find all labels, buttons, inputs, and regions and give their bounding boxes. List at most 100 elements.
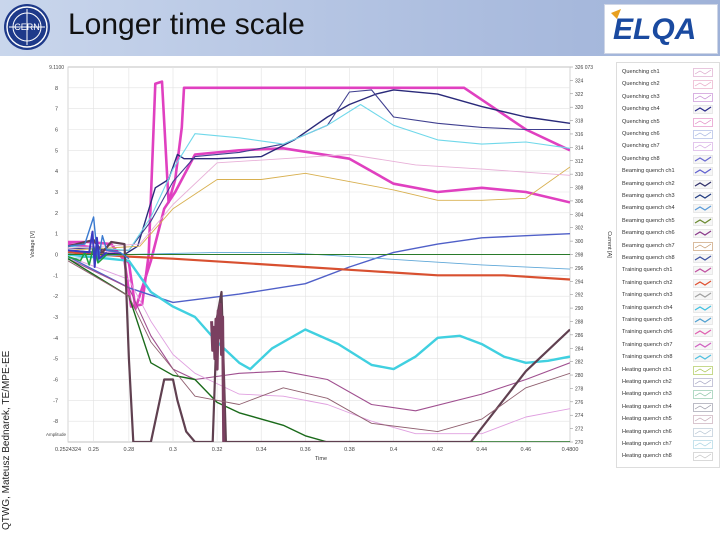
series-line-5 bbox=[68, 103, 570, 251]
legend-entry: Quenching ch1 bbox=[617, 67, 717, 78]
y2-tick-label: 278 bbox=[575, 386, 584, 392]
legend-label: Quenching ch6 bbox=[622, 131, 660, 137]
legend-label: Beaming quench ch5 bbox=[622, 217, 675, 224]
y2-tick-label: 286 bbox=[575, 333, 584, 339]
x-tick-label: 0.3 bbox=[169, 447, 177, 453]
legend-entry: Training quench ch3 bbox=[617, 290, 717, 301]
legend-swatch bbox=[693, 340, 713, 350]
legend-swatch bbox=[693, 266, 713, 276]
y2-tick-label: 326 073 bbox=[575, 65, 593, 71]
legend-swatch bbox=[693, 353, 713, 362]
y-tick-label: 0 bbox=[55, 253, 58, 259]
legend-entry: Beaming quench ch5 bbox=[617, 216, 717, 227]
y2-tick-label: 280 bbox=[575, 373, 584, 379]
legend-label: Quenching ch8 bbox=[622, 155, 660, 162]
legend-swatch bbox=[693, 328, 713, 338]
legend-swatch bbox=[693, 402, 713, 412]
legend-swatch bbox=[693, 365, 713, 375]
y2-tick-label: 318 bbox=[575, 119, 584, 125]
legend-label: Training quench ch1 bbox=[622, 267, 673, 274]
legend-entry: Quenching ch7 bbox=[617, 141, 717, 152]
y-tick-label: 1 bbox=[55, 232, 58, 238]
legend-swatch bbox=[693, 192, 713, 201]
legend-entry: Quenching ch4 bbox=[617, 104, 717, 115]
legend-label: Heating quench ch7 bbox=[622, 441, 672, 447]
y2-tick-label: 306 bbox=[575, 199, 584, 205]
y-tick-label: -3 bbox=[53, 315, 58, 321]
legend-swatch bbox=[693, 278, 713, 288]
legend-label: Beaming quench ch6 bbox=[622, 230, 675, 237]
legend-label: Beaming quench ch8 bbox=[622, 255, 675, 261]
line-chart: 8 7 6 5 4 3 2 1 0 -1 -2 -3 -4 -5 -6 -7 -8 9.1100 Amplitude… bbox=[30, 65, 612, 462]
y-tick-label: 5 bbox=[55, 148, 58, 154]
legend-entry: Training quench ch7 bbox=[617, 340, 717, 351]
legend-swatch bbox=[693, 154, 713, 164]
legend-swatch bbox=[693, 303, 713, 313]
y2-tick-label: 290 bbox=[575, 306, 584, 312]
legend-entry: Heating quench ch1 bbox=[617, 365, 717, 376]
y-tick-label: -4 bbox=[53, 336, 58, 342]
y2-tick-label: 284 bbox=[575, 346, 584, 352]
legend-entry: Heating quench ch8 bbox=[617, 451, 717, 462]
legend-swatch bbox=[693, 117, 713, 127]
y-tick-label: 8 bbox=[55, 86, 58, 92]
legend-label: Beaming quench ch2 bbox=[622, 180, 675, 187]
legend-label: Heating quench ch4 bbox=[622, 403, 672, 410]
legend-entry: Training quench ch4 bbox=[617, 303, 717, 314]
legend-label: Quenching ch3 bbox=[622, 93, 660, 100]
legend-entry: Heating quench ch2 bbox=[617, 377, 717, 388]
y2-tick-label: 310 bbox=[575, 172, 584, 178]
y-tick-label: 6 bbox=[55, 128, 58, 134]
legend-swatch bbox=[693, 80, 713, 90]
y2-tick-label: 322 bbox=[575, 92, 584, 98]
series-line-12 bbox=[68, 258, 570, 412]
page-title: Longer time scale bbox=[68, 8, 305, 41]
x-tick-label: 0.32 bbox=[212, 447, 223, 453]
series-line-17 bbox=[68, 260, 570, 433]
x-tick-label: 0.25 bbox=[88, 447, 99, 453]
legend-label: Training quench ch8 bbox=[622, 354, 673, 361]
x-tick-label: 0.44 bbox=[476, 447, 487, 453]
y-tick-label: 7 bbox=[55, 107, 58, 113]
series-line-14 bbox=[68, 258, 570, 442]
y2-tick-label: 314 bbox=[575, 145, 584, 151]
legend-entry: Beaming quench ch2 bbox=[617, 179, 717, 190]
legend-swatch bbox=[693, 241, 713, 251]
legend-swatch bbox=[693, 92, 713, 102]
y2-tick-label: 276 bbox=[575, 400, 584, 406]
series-line-16 bbox=[210, 303, 226, 442]
legend-entry: Heating quench ch7 bbox=[617, 439, 717, 450]
legend-entry: Beaming quench ch8 bbox=[617, 253, 717, 264]
legend-entry: Beaming quench ch3 bbox=[617, 191, 717, 202]
y2-tick-label: 316 bbox=[575, 132, 584, 138]
legend-entry: Quenching ch5 bbox=[617, 117, 717, 128]
series-group bbox=[68, 80, 570, 442]
legend-label: Heating quench ch5 bbox=[622, 416, 672, 423]
legend-entry: Beaming quench ch6 bbox=[617, 228, 717, 239]
legend-entry: Heating quench ch4 bbox=[617, 402, 717, 413]
legend-entry: Beaming quench ch1 bbox=[617, 166, 717, 177]
y2-tick-label: 288 bbox=[575, 319, 584, 325]
x-tick-label: 0.28 bbox=[124, 447, 135, 453]
elqa-logo: ELQA bbox=[604, 4, 718, 54]
y2-tick-label: 304 bbox=[575, 212, 584, 218]
legend-entry: Training quench ch5 bbox=[617, 315, 717, 326]
series-line-13 bbox=[68, 256, 570, 435]
legend-swatch bbox=[693, 105, 713, 114]
series-line-15 bbox=[68, 238, 570, 442]
y2-tick-label: 270 bbox=[575, 440, 584, 446]
x-axis-label: Time bbox=[315, 456, 327, 462]
legend-entry: Heating quench ch6 bbox=[617, 427, 717, 438]
series-line-3 bbox=[68, 89, 570, 256]
cern-logo: CERN bbox=[4, 4, 50, 50]
legend-entry: Quenching ch2 bbox=[617, 79, 717, 90]
legend-label: Quenching ch1 bbox=[622, 69, 660, 75]
y-tick-label: 2 bbox=[55, 211, 58, 217]
x-tick-label: 0.34 bbox=[256, 447, 267, 453]
x-tick-label: 0.4 bbox=[390, 447, 398, 453]
y2-tick-label: 320 bbox=[575, 105, 584, 111]
legend-swatch bbox=[693, 291, 713, 300]
legend-swatch bbox=[693, 142, 713, 152]
legend-entry: Heating quench ch5 bbox=[617, 414, 717, 425]
y-tick-label: -6 bbox=[53, 378, 58, 384]
